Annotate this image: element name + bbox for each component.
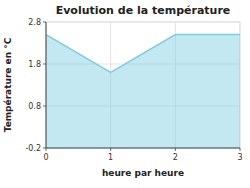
y-tick-label: -0.2 (25, 144, 41, 153)
y-tick-label: 0.8 (28, 102, 41, 111)
x-axis-line (46, 148, 240, 149)
y-grid-line (46, 22, 240, 23)
y-axis-label: Température en °C (3, 37, 13, 132)
x-tick-label: 2 (173, 153, 178, 162)
y-tick-label: 1.8 (28, 60, 41, 69)
area-fill (46, 35, 240, 148)
plot-background (46, 22, 240, 148)
y-tick-label: 2.8 (28, 18, 41, 27)
x-tick-label: 3 (237, 153, 242, 162)
data-group (46, 35, 240, 148)
chart-svg: -0.2 0.8 1.8 2.8 0 1 2 3 Evolution de la tempéra… (0, 0, 250, 188)
title: Evolution de la température (56, 4, 231, 17)
y-axis-line (46, 22, 47, 148)
grid (46, 22, 240, 148)
chart-container: -0.2 0.8 1.8 2.8 0 1 2 3 Evolution de la tempéra… (0, 0, 250, 188)
line (46, 35, 240, 73)
x-tick-label: 0 (43, 153, 48, 162)
y-grid-line (46, 148, 240, 149)
x-tick-label: 1 (108, 153, 113, 162)
x-axis-label: heure par heure (102, 168, 184, 178)
x-grid-line (46, 22, 47, 148)
